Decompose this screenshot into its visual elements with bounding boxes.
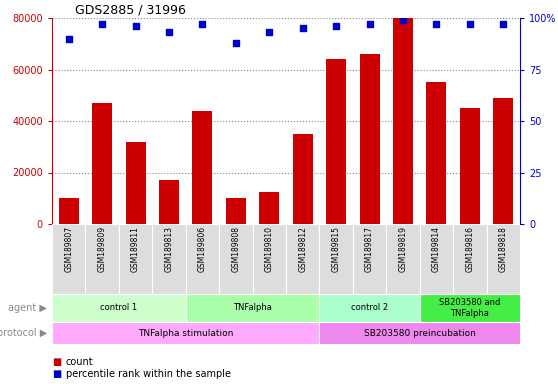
Bar <box>186 224 219 294</box>
Bar <box>52 294 186 322</box>
Bar <box>52 322 319 344</box>
Text: GSM189818: GSM189818 <box>499 226 508 272</box>
Bar <box>319 322 520 344</box>
Bar <box>420 294 520 322</box>
Text: ■: ■ <box>52 357 61 367</box>
Bar <box>92 103 112 224</box>
Text: GSM189810: GSM189810 <box>265 226 274 272</box>
Bar <box>186 294 319 322</box>
Text: control 1: control 1 <box>100 303 137 313</box>
Text: GSM189812: GSM189812 <box>298 226 307 272</box>
Point <box>398 17 407 23</box>
Text: count: count <box>66 357 94 367</box>
Bar <box>253 224 286 294</box>
Bar <box>286 224 319 294</box>
Text: GSM189806: GSM189806 <box>198 226 207 272</box>
Text: GSM189808: GSM189808 <box>232 226 240 272</box>
Bar <box>359 54 379 224</box>
Bar <box>293 134 312 224</box>
Bar <box>353 224 386 294</box>
Text: GSM189807: GSM189807 <box>64 226 73 272</box>
Text: GSM189819: GSM189819 <box>398 226 407 272</box>
Point <box>165 29 174 35</box>
Bar <box>460 108 480 224</box>
Text: TNFalpha stimulation: TNFalpha stimulation <box>138 328 233 338</box>
Text: GSM189816: GSM189816 <box>465 226 474 272</box>
Bar <box>52 224 85 294</box>
Bar <box>219 224 253 294</box>
Bar <box>193 111 213 224</box>
Bar <box>126 142 146 224</box>
Bar <box>393 18 413 224</box>
Point <box>64 36 73 42</box>
Bar <box>59 198 79 224</box>
Point <box>265 29 274 35</box>
Point <box>298 25 307 31</box>
Text: protocol ▶: protocol ▶ <box>0 328 47 338</box>
Point <box>331 23 340 29</box>
Text: GSM189811: GSM189811 <box>131 226 140 272</box>
Point <box>198 21 207 27</box>
Text: GSM189809: GSM189809 <box>98 226 107 272</box>
Bar <box>493 98 513 224</box>
Point <box>131 23 140 29</box>
Text: GDS2885 / 31996: GDS2885 / 31996 <box>75 4 186 17</box>
Point <box>432 21 441 27</box>
Bar <box>487 224 520 294</box>
Point <box>499 21 508 27</box>
Bar <box>159 180 179 224</box>
Bar <box>426 83 446 224</box>
Bar <box>152 224 186 294</box>
Text: agent ▶: agent ▶ <box>8 303 47 313</box>
Bar <box>85 224 119 294</box>
Text: GSM189815: GSM189815 <box>331 226 340 272</box>
Text: percentile rank within the sample: percentile rank within the sample <box>66 369 231 379</box>
Bar <box>386 224 420 294</box>
Text: SB203580 preincubation: SB203580 preincubation <box>364 328 475 338</box>
Bar <box>226 198 246 224</box>
Bar <box>319 224 353 294</box>
Point <box>98 21 107 27</box>
Text: TNFalpha: TNFalpha <box>233 303 272 313</box>
Bar <box>319 294 420 322</box>
Text: ■: ■ <box>52 369 61 379</box>
Bar <box>119 224 152 294</box>
Text: GSM189817: GSM189817 <box>365 226 374 272</box>
Text: SB203580 and
TNFalpha: SB203580 and TNFalpha <box>439 298 501 318</box>
Text: GSM189814: GSM189814 <box>432 226 441 272</box>
Bar <box>326 59 346 224</box>
Point <box>232 40 240 46</box>
Point <box>365 21 374 27</box>
Bar <box>259 192 280 224</box>
Bar <box>420 224 453 294</box>
Text: GSM189813: GSM189813 <box>165 226 174 272</box>
Text: control 2: control 2 <box>351 303 388 313</box>
Bar <box>453 224 487 294</box>
Point <box>465 21 474 27</box>
